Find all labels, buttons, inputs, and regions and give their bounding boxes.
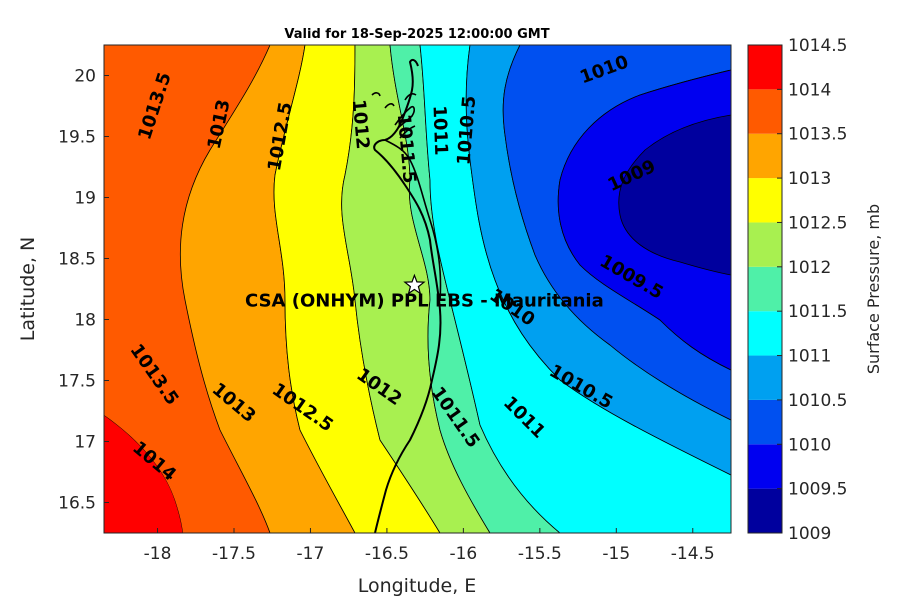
x-tick-label: -15.5 [518, 544, 562, 564]
colorbar-segment [748, 488, 782, 533]
colorbar-segment [748, 222, 782, 267]
colorbar-label: 1013 [788, 169, 831, 189]
y-tick-label: 18 [74, 311, 96, 331]
y-tick-label: 19 [74, 189, 96, 209]
colorbar-segment [748, 89, 782, 134]
colorbar-label: 1014 [788, 80, 831, 100]
contour-label: 1011 [429, 105, 452, 156]
colorbar-label: 1011 [788, 347, 831, 367]
y-axis-ticks: 16.5 17 17.5 18 18.5 19 19.5 20 [58, 67, 109, 514]
y-tick-label: 16.5 [58, 494, 96, 514]
colorbar-label: 1010 [788, 435, 831, 455]
colorbar-label: 1014.5 [788, 36, 847, 56]
colorbar-segment [748, 266, 782, 312]
colorbar-segment [748, 311, 782, 356]
x-axis-title: Longitude, E [358, 575, 477, 597]
contour-label: 1012 [348, 98, 373, 150]
plot-title: Valid for 18-Sep-2025 12:00:00 GMT [284, 27, 549, 42]
colorbar-title: Surface Pressure, mb [864, 204, 883, 374]
x-tick-label: -15 [602, 544, 630, 564]
plot-frame [103, 44, 732, 534]
colorbar-label: 1009.5 [788, 480, 847, 500]
y-tick-label: 20 [74, 67, 96, 87]
colorbar-label: 1010.5 [788, 391, 847, 411]
y-tick-label: 19.5 [58, 128, 96, 148]
x-tick-label: -16.5 [365, 544, 409, 564]
y-tick-label: 18.5 [58, 250, 96, 270]
x-tick-label: -18 [144, 544, 172, 564]
colorbar-label: 1012.5 [788, 213, 847, 233]
border-line [384, 139, 442, 301]
colorbar-segment [748, 178, 782, 223]
star-icon [403, 273, 426, 295]
x-tick-label: -17.5 [212, 544, 256, 564]
colorbar-label: 1013.5 [788, 125, 847, 145]
x-tick-label: -16 [449, 544, 477, 564]
colorbar-segment [748, 355, 782, 400]
coastline-islands [371, 92, 417, 139]
band-1013-5 [104, 45, 270, 533]
colorbar-segment [748, 399, 782, 445]
colorbar-segment [748, 45, 782, 90]
x-tick-label: -14.5 [671, 544, 715, 564]
colorbar-label: 1011.5 [788, 302, 847, 322]
colorbar-segment [748, 133, 782, 179]
band-1009 [618, 114, 731, 276]
coastline [373, 58, 442, 533]
x-tick-label: -17 [297, 544, 325, 564]
y-axis-title: Latitude, N [17, 237, 39, 342]
x-axis-ticks: -18 -17.5 -17 -16.5 -16 -15.5 -15 -14.5 [144, 528, 715, 564]
y-tick-label: 17 [74, 433, 96, 453]
colorbar: 1009 1009.5 1010 1010.5 1011 1011.5 1012 1012.5… [747, 36, 847, 544]
colorbar-label: 1009 [788, 524, 831, 544]
site-label: CSA (ONHYM) PPL EBS - Mauritania [245, 290, 604, 311]
contour-plot-area: 1013.5 1013 1012.5 1012 1011.5 1011 1010.51010… [104, 45, 731, 533]
colorbar-label: 1012 [788, 258, 831, 278]
y-tick-label: 17.5 [58, 372, 96, 392]
colorbar-frame [747, 44, 783, 534]
colorbar-segment [748, 444, 782, 489]
